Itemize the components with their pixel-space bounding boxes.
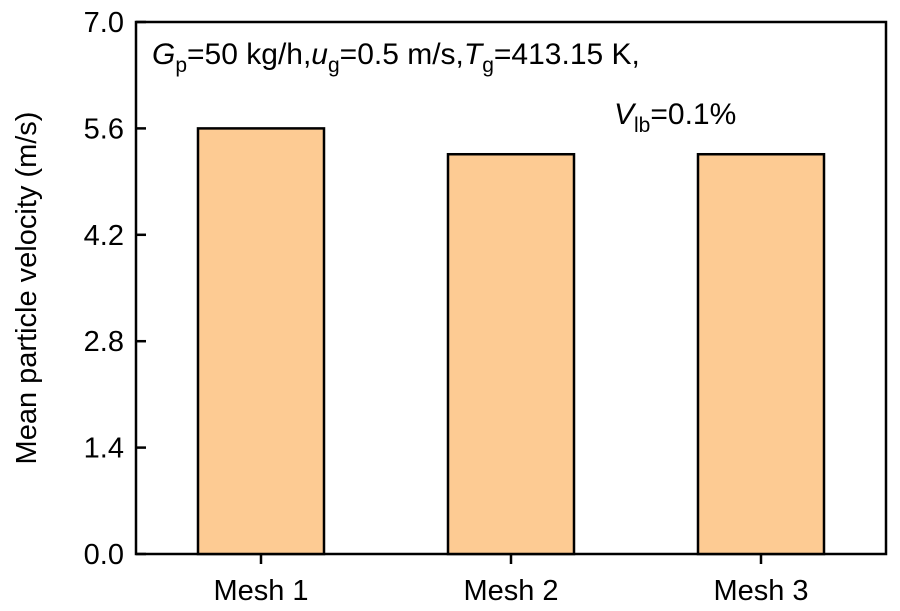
bar-2 [446,152,576,556]
x-category-label: Mesh 2 [463,575,558,607]
annotation-line-1: Gp=50 kg/h,ug=0.5 m/s,Tg=413.15 K, [152,38,640,77]
annot-ug-subscript: g [328,54,340,77]
annot-ug-symbol: u [311,38,328,71]
y-tick-label: 4.2 [84,220,124,252]
bar-3 [696,152,826,556]
annot-ug-value: =0.5 m/s, [340,38,464,71]
y-tick-label: 1.4 [84,433,124,465]
x-ticks-group: Mesh 1 Mesh 2 Mesh 3 [213,554,809,607]
annot-tg-subscript: g [482,54,494,77]
annotation-line-2: Vlb=0.1% [614,98,736,137]
y-ticks-group: 0.0 1.4 2.8 4.2 5.6 7.0 [84,7,146,571]
annot-vlb-symbol: V [614,98,637,131]
annot-vlb-subscript: lb [634,114,650,137]
annot-gp-subscript: p [175,54,187,77]
y-tick-label: 0.0 [84,539,124,571]
x-category-label: Mesh 1 [213,575,308,607]
bar-1 [196,127,326,556]
x-category-label: Mesh 3 [713,575,808,607]
annot-tg-symbol: T [464,38,485,71]
annot-vlb-value: =0.1% [650,98,736,131]
y-tick-label: 7.0 [84,7,124,39]
y-tick-label: 2.8 [84,326,124,358]
annot-tg-value: =413.15 K, [494,38,640,71]
y-tick-label: 5.6 [84,113,124,145]
annot-gp-value: =50 kg/h, [187,38,311,71]
y-axis-title: Mean particle velocity (m/s) [11,112,43,465]
annot-gp-symbol: G [152,38,175,71]
bars-group [196,127,826,556]
